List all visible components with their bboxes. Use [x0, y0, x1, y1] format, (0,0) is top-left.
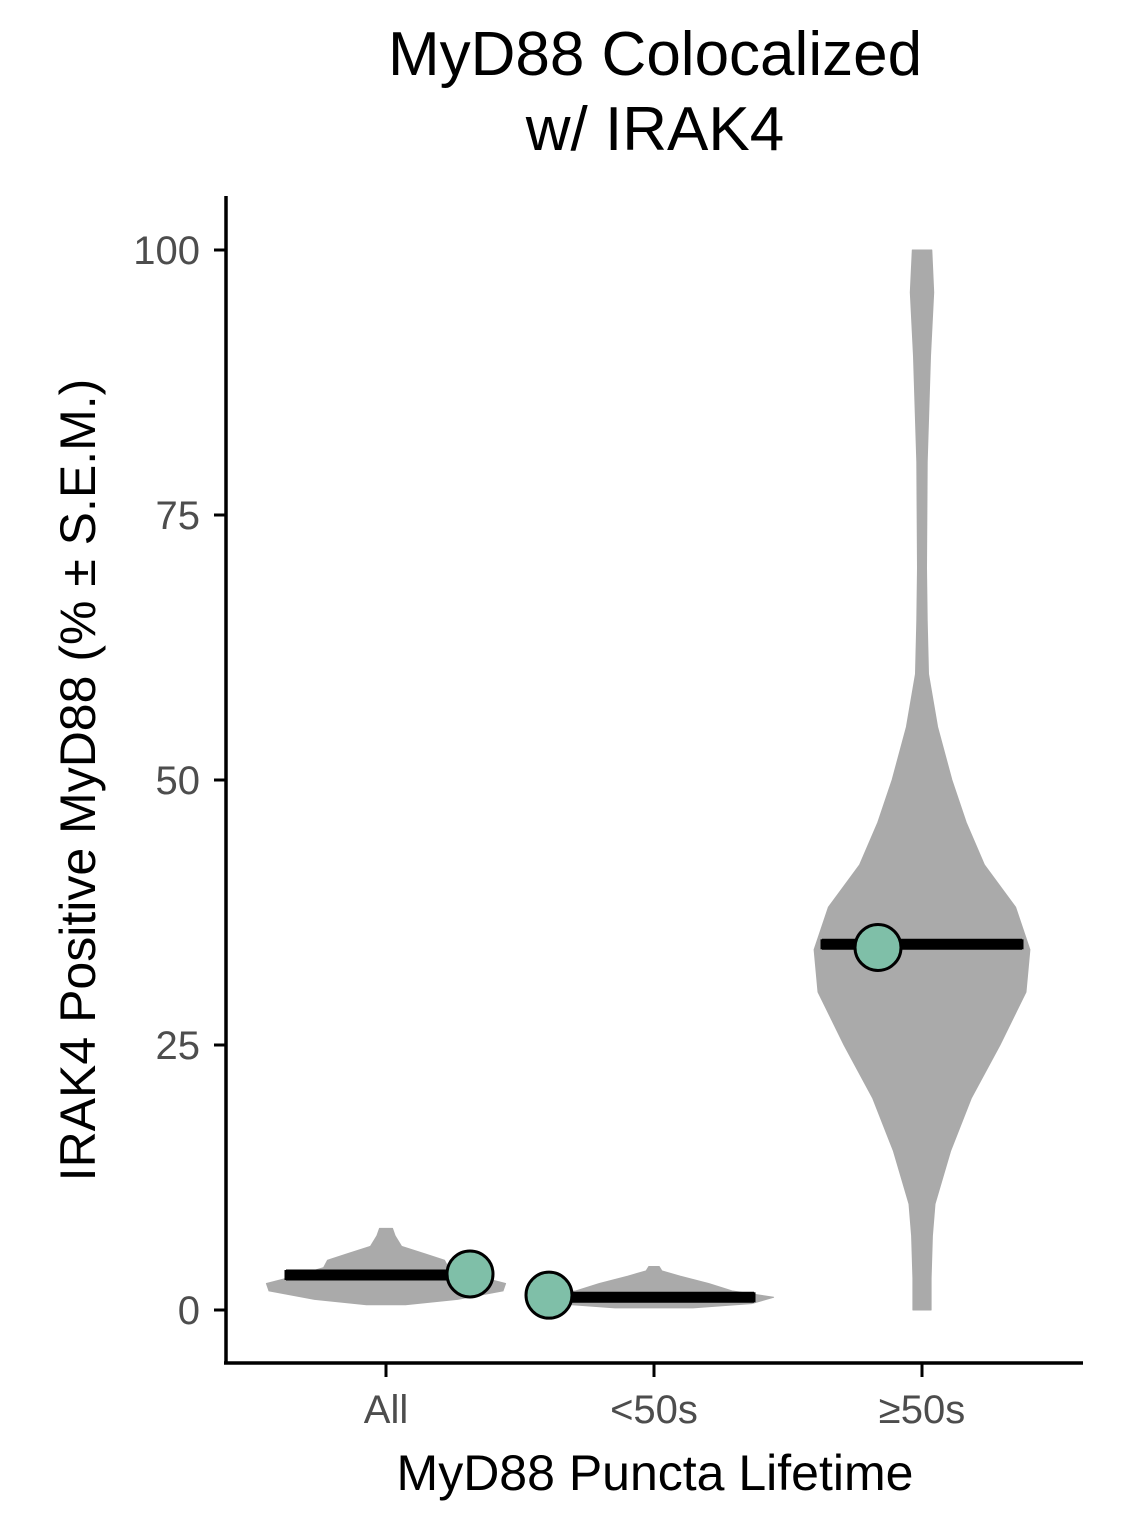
chart-title-line-2: w/ IRAK4 — [525, 95, 784, 164]
y-axis-label: IRAK4 Positive MyD88 (% ± S.E.M.) — [50, 379, 106, 1182]
violins-layer — [265, 249, 1031, 1311]
chart-title-line-1: MyD88 Colocalized — [388, 20, 922, 89]
y-tick-label-4: 75 — [156, 494, 201, 538]
x-tick-label-2: <50s — [610, 1388, 698, 1432]
mean-point-3 — [853, 922, 903, 972]
y-axis-ticks: 0 25 50 75 100 — [133, 229, 226, 1333]
x-axis-ticks: All <50s ≥50s — [364, 1363, 965, 1432]
x-axis-label: MyD88 Puncta Lifetime — [397, 1445, 914, 1501]
violin-3 — [813, 249, 1031, 1311]
y-tick-label-5: 100 — [133, 229, 200, 273]
y-tick-label-1: 0 — [178, 1289, 200, 1333]
mean-point-2 — [524, 1270, 574, 1320]
x-tick-label-3: ≥50s — [879, 1388, 965, 1432]
points-layer — [445, 922, 903, 1320]
y-tick-label-3: 50 — [156, 759, 201, 803]
x-tick-label-1: All — [364, 1388, 408, 1432]
y-tick-label-2: 25 — [156, 1024, 201, 1068]
mean-point-1 — [445, 1249, 495, 1299]
